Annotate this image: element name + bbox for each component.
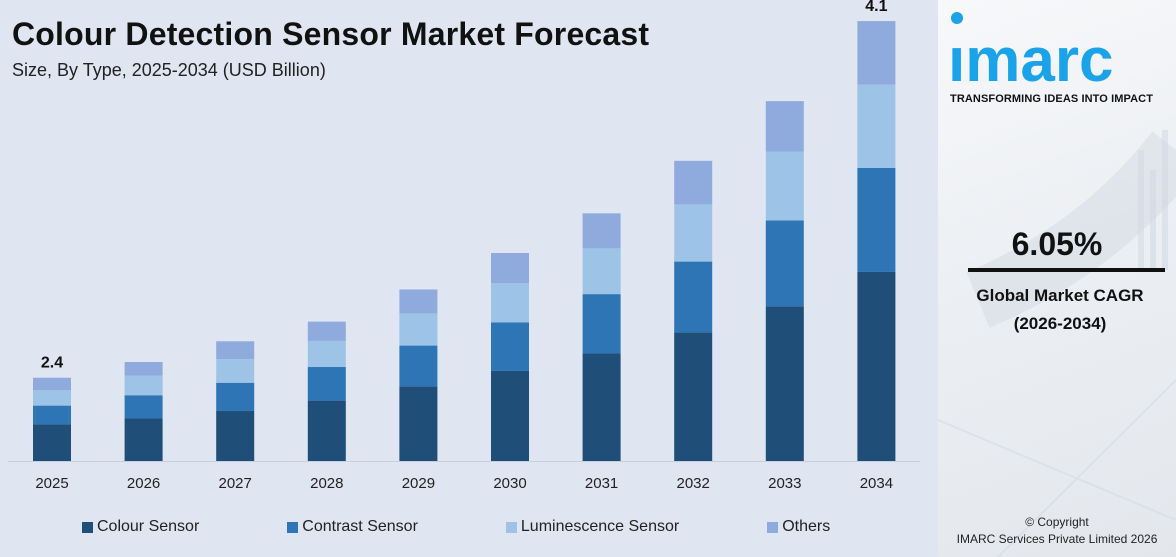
legend-label: Colour Sensor [97, 518, 200, 535]
legend-label: Luminescence Sensor [520, 518, 680, 535]
bar-segment-colour-sensor-2027 [216, 410, 255, 461]
bar-segment-luminescence-sensor-2029 [399, 313, 438, 346]
x-tick-label-2034: 2034 [860, 475, 893, 492]
bar-segment-contrast-sensor-2033 [765, 220, 804, 307]
sidebar-panel: ımarc TRANSFORMING IDEAS INTO IMPACT 6.0… [938, 0, 1176, 557]
legend-item-luminescence-sensor: Luminescence Sensor [505, 518, 680, 536]
chart-legend: Colour Sensor Contrast Sensor Luminescence… [82, 518, 830, 536]
bar-segment-luminescence-sensor-2030 [491, 283, 529, 323]
legend-swatch [767, 521, 779, 533]
x-tick-label-2025: 2025 [35, 475, 68, 492]
x-tick-label-2033: 2033 [768, 475, 801, 492]
legend-swatch [82, 521, 93, 533]
bar-segment-contrast-sensor-2031 [582, 294, 621, 354]
bar-segment-colour-sensor-2025 [33, 424, 71, 461]
x-tick-label-2028: 2028 [310, 475, 343, 492]
bar-segment-contrast-sensor-2034 [857, 167, 896, 272]
bar-segment-colour-sensor-2033 [765, 306, 804, 461]
chart-panel: Colour Detection Sensor Market Forecast … [8, 0, 920, 536]
x-tick-label-2027: 2027 [219, 475, 252, 492]
bar-segment-others-2025 [33, 377, 71, 391]
legend-label: Others [782, 518, 831, 535]
stacked-bar-chart: 2025 2.4 2026 2027 2028 2029 2030 2031 2032 2033 2… [8, 0, 920, 492]
bar-segment-others-2027 [216, 341, 255, 360]
copyright-line-1: © Copyright [1025, 515, 1089, 529]
legend-swatch [505, 521, 517, 533]
copyright-line-2: IMARC Services Private Limited 2026 [956, 532, 1158, 546]
bar-segment-contrast-sensor-2025 [33, 405, 71, 425]
legend-item-colour-sensor: Colour Sensor [82, 518, 199, 536]
bar-segment-others-2028 [307, 321, 346, 341]
bar-segment-luminescence-sensor-2033 [765, 151, 804, 221]
logo-tagline: TRANSFORMING IDEAS INTO IMPACT [950, 93, 1154, 105]
imarc-logo: ımarc [948, 26, 1114, 95]
bar-segment-colour-sensor-2028 [307, 400, 346, 461]
legend-item-others: Others [767, 518, 830, 536]
data-label-2034: 4.1 [865, 0, 887, 15]
bar-segment-others-2029 [399, 289, 438, 314]
x-tick-label-2031: 2031 [585, 475, 618, 492]
x-tick-label-2032: 2032 [677, 475, 710, 492]
cagr-divider [968, 268, 1165, 272]
bar-segment-luminescence-sensor-2025 [33, 390, 71, 406]
logo-dot [951, 12, 963, 24]
x-tick-label-2029: 2029 [402, 475, 435, 492]
bar-segment-others-2030 [491, 253, 529, 284]
cagr-label: Global Market CAGR [976, 286, 1144, 305]
legend-swatch [287, 521, 299, 533]
x-tick-label-2026: 2026 [127, 475, 160, 492]
bar-segment-colour-sensor-2026 [124, 418, 163, 461]
bar-segment-colour-sensor-2030 [491, 370, 529, 461]
bar-segment-contrast-sensor-2030 [491, 322, 529, 371]
bar-segment-contrast-sensor-2028 [307, 367, 346, 401]
bar-segment-luminescence-sensor-2026 [124, 375, 163, 396]
background-decoration [938, 130, 1176, 557]
bar-segment-others-2031 [582, 213, 621, 249]
bar-segment-colour-sensor-2031 [582, 353, 621, 461]
bar-segment-colour-sensor-2032 [674, 332, 713, 461]
bar-segment-contrast-sensor-2032 [674, 261, 713, 333]
x-tick-label-2030: 2030 [493, 475, 526, 492]
bar-segment-colour-sensor-2034 [857, 271, 896, 461]
cagr-value: 6.05% [1011, 226, 1103, 262]
bar-segment-contrast-sensor-2029 [399, 345, 438, 387]
bar-segment-luminescence-sensor-2031 [582, 248, 621, 295]
bar-segment-luminescence-sensor-2028 [307, 340, 346, 368]
bar-segment-others-2034 [857, 21, 896, 85]
bar-segment-colour-sensor-2029 [399, 386, 438, 461]
bar-segment-contrast-sensor-2027 [216, 382, 255, 411]
legend-item-contrast-sensor: Contrast Sensor [287, 518, 418, 536]
legend-label: Contrast Sensor [302, 518, 418, 535]
data-label-2025: 2.4 [41, 355, 63, 372]
bar-segment-luminescence-sensor-2032 [674, 204, 713, 262]
chart-title: Colour Detection Sensor Market Forecast [12, 16, 650, 52]
bar-segment-others-2026 [124, 362, 163, 376]
bar-segment-others-2033 [765, 101, 804, 152]
bar-segment-others-2032 [674, 160, 713, 205]
bar-segment-contrast-sensor-2026 [124, 395, 163, 419]
bar-segment-luminescence-sensor-2027 [216, 359, 255, 383]
bar-segment-luminescence-sensor-2034 [857, 84, 896, 168]
cagr-period: (2026-2034) [1013, 314, 1107, 333]
chart-subtitle: Size, By Type, 2025-2034 (USD Billion) [12, 60, 326, 80]
